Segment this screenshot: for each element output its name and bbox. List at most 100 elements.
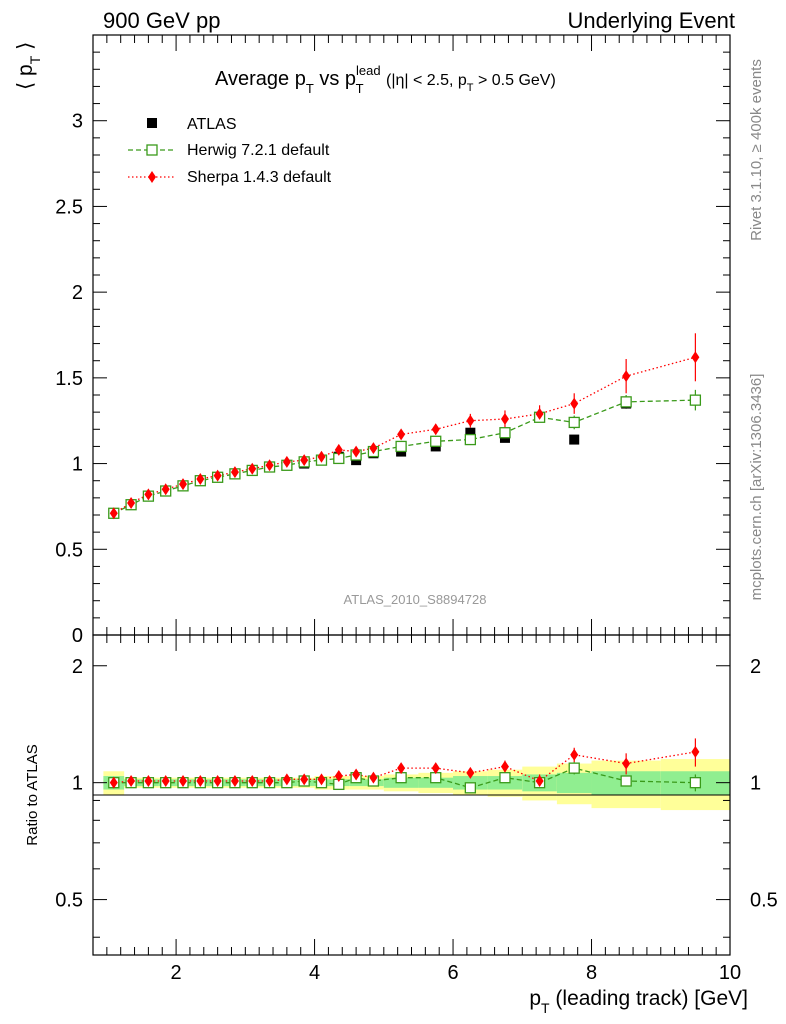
herwig-point xyxy=(395,440,407,453)
sherpa-point xyxy=(179,478,188,491)
herwig-ratio-point xyxy=(464,782,477,794)
ratio-y-tick-labels: 0.5 0.5 1 1 2 2 xyxy=(55,656,778,912)
sherpa-point xyxy=(109,507,118,520)
main-y-tick-label: 0.5 xyxy=(55,539,83,561)
ratio-y-tick-label-left: 2 xyxy=(72,656,83,678)
sherpa-ratio-point xyxy=(570,748,579,761)
sherpa-point xyxy=(535,407,544,420)
sherpa-point xyxy=(300,454,309,467)
legend: ATLAS Herwig 7.2.1 default Sherpa 1.4.3 … xyxy=(128,116,332,186)
ratio-stat-band xyxy=(556,772,592,794)
herwig-ratio-point xyxy=(568,762,580,774)
main-axis-ticks xyxy=(93,35,731,636)
main-y-tick-label: 0 xyxy=(72,625,83,647)
sherpa-ratio-point xyxy=(334,770,343,783)
sherpa-ratio-point xyxy=(622,757,631,770)
sherpa-ratio-point xyxy=(265,774,274,787)
sherpa-ratio-point xyxy=(127,774,136,787)
sherpa-ratio-point xyxy=(352,768,361,781)
sherpa-point xyxy=(213,469,222,482)
atlas-point xyxy=(569,434,580,445)
herwig-ratio-point xyxy=(430,772,442,784)
sherpa-point xyxy=(161,483,170,496)
x-tick-labels: 2 4 6 8 10 xyxy=(171,962,742,984)
sherpa-point xyxy=(282,455,291,468)
sherpa-ratio-point xyxy=(317,773,326,786)
sherpa-ratio-point xyxy=(213,774,222,787)
ratio-y-tick-label-right: 2 xyxy=(750,656,761,678)
sherpa-ratio-point xyxy=(466,766,475,779)
rivet-version-label: Rivet 3.1.10, ≥ 400k events xyxy=(748,59,765,241)
main-y-axis-label: ⟨ pT ⟩ xyxy=(14,42,43,90)
sherpa-ratio-point xyxy=(369,771,378,784)
sherpa-point xyxy=(691,351,700,364)
sherpa-point xyxy=(144,488,153,501)
sherpa-point xyxy=(570,397,579,410)
main-y-tick-label: 2.5 xyxy=(55,196,83,218)
sherpa-ratio-point xyxy=(397,762,406,775)
sherpa-point xyxy=(397,428,406,441)
header-left-label: 900 GeV pp xyxy=(103,8,220,33)
herwig-point xyxy=(620,396,632,408)
ratio-y-tick-label-right: 1 xyxy=(750,773,761,795)
legend-sherpa-marker xyxy=(148,171,156,183)
legend-herwig-label: Herwig 7.2.1 default xyxy=(187,142,330,159)
legend-herwig-marker xyxy=(146,144,158,156)
sherpa-point xyxy=(196,473,205,485)
ratio-y-tick-label-right: 0.5 xyxy=(750,890,778,912)
sherpa-ratio-point xyxy=(691,745,700,758)
sherpa-point xyxy=(369,442,378,455)
ratio-y-tick-label-left: 1 xyxy=(72,773,83,795)
herwig-point xyxy=(430,435,442,447)
header-right-label: Underlying Event xyxy=(567,8,735,33)
sherpa-point xyxy=(334,443,343,456)
herwig-point xyxy=(499,427,511,439)
sherpa-ratio-point xyxy=(109,776,118,789)
sherpa-point xyxy=(317,450,326,463)
main-panel: 0 0.5 1 1.5 2 2.5 3 Average pT vs plead T (|η| … xyxy=(14,34,731,647)
x-tick-label: 2 xyxy=(171,962,182,984)
sherpa-ratio-point xyxy=(161,774,170,787)
ratio-axis-ticks xyxy=(93,635,731,955)
herwig-ratio-point xyxy=(395,772,407,784)
analysis-watermark: ATLAS_2010_S8894728 xyxy=(344,592,487,607)
mcplots-label: mcplots.cern.ch [arXiv:1306.3436] xyxy=(748,374,765,601)
sherpa-ratio-point xyxy=(230,774,239,787)
x-tick-label: 8 xyxy=(586,962,597,984)
x-tick-label: 10 xyxy=(719,962,741,984)
main-chart-title: Average pT vs plead T (|η| < 2.5, pT > 0.… xyxy=(215,63,556,96)
sherpa-ratio-point xyxy=(179,774,188,787)
sherpa-ratio-point xyxy=(144,774,153,787)
atlas-point xyxy=(465,427,476,438)
legend-atlas-label: ATLAS xyxy=(187,116,237,133)
ratio-panel: 0.5 0.5 1 1 2 2 2 4 6 8 10 Ratio to ATLAS pT (lea… xyxy=(24,634,778,1016)
sherpa-ratio-point xyxy=(248,774,257,787)
sherpa-line xyxy=(113,356,696,514)
sherpa-point xyxy=(230,466,239,479)
sherpa-point xyxy=(265,459,274,472)
main-y-tick-label: 2 xyxy=(72,282,83,304)
legend-atlas-marker xyxy=(147,118,157,128)
sherpa-ratio-point xyxy=(431,762,440,775)
main-y-tick-label: 1 xyxy=(72,454,83,476)
ratio-y-tick-label-left: 0.5 xyxy=(55,890,83,912)
sherpa-point xyxy=(248,462,257,475)
sherpa-ratio-point xyxy=(535,774,544,787)
ratio-y-axis-label: Ratio to ATLAS xyxy=(24,744,41,845)
herwig-line xyxy=(113,399,696,514)
ratio-series-group xyxy=(108,738,702,794)
sherpa-ratio-point xyxy=(282,773,291,786)
sherpa-point xyxy=(431,423,440,436)
sherpa-ratio-line xyxy=(113,751,696,784)
sherpa-point xyxy=(622,370,631,383)
herwig-ratio-point xyxy=(499,772,511,784)
sherpa-point xyxy=(352,445,361,458)
herwig-point xyxy=(568,416,580,429)
sherpa-point xyxy=(127,497,136,509)
sherpa-ratio-point xyxy=(300,773,309,786)
sherpa-ratio-point xyxy=(196,774,205,787)
x-axis-label: pT (leading track) [GeV] xyxy=(529,987,748,1016)
sherpa-ratio-point xyxy=(500,760,509,773)
x-tick-label: 4 xyxy=(309,962,320,984)
herwig-point xyxy=(464,433,477,446)
